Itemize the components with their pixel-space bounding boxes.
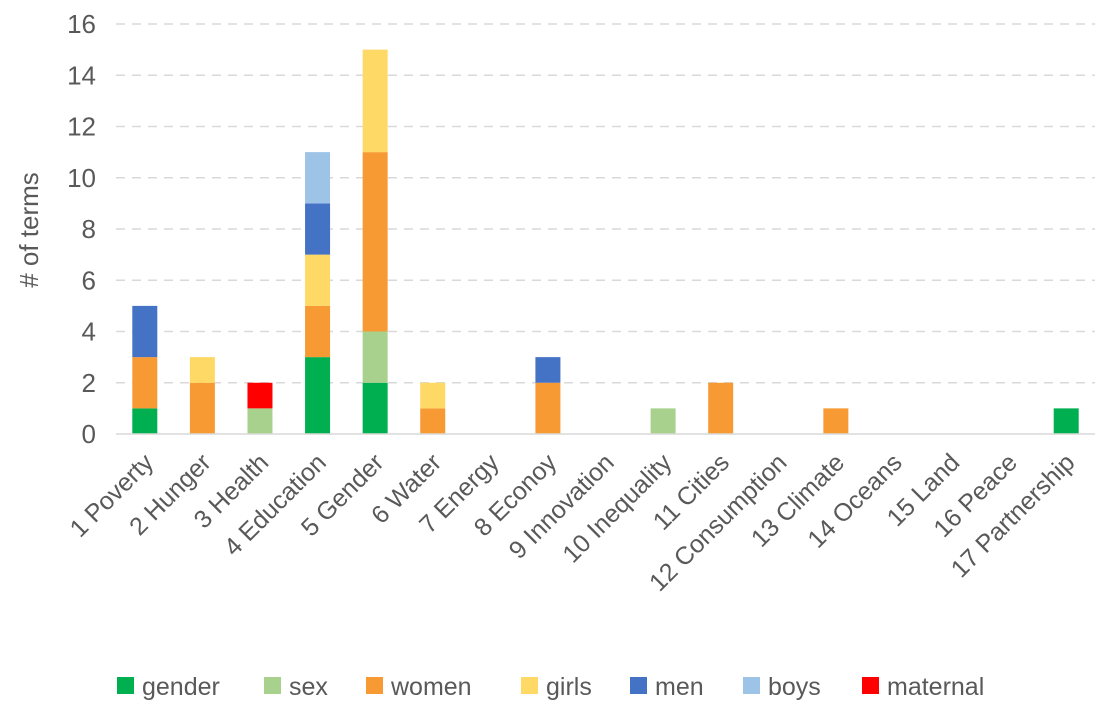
bar-segment-men (305, 203, 331, 255)
legend-swatch-girls (521, 677, 538, 694)
y-tick-label: 2 (82, 368, 96, 398)
y-tick-label: 10 (67, 163, 96, 193)
bar-segment-women (362, 152, 388, 332)
y-tick-label: 14 (67, 60, 96, 90)
bar-segment-men (535, 357, 561, 383)
legend: gender sex women girls men boys maternal (117, 673, 984, 701)
bar-segment-sex (362, 331, 388, 383)
bar-segment-gender (362, 382, 388, 434)
y-tick-label: 16 (67, 9, 96, 39)
legend-label-girls: girls (546, 673, 592, 701)
bars (132, 49, 1079, 434)
legend-swatch-men (630, 677, 647, 694)
legend-label-women: women (390, 673, 472, 701)
bar-segment-maternal (247, 382, 273, 409)
bar-segment-women (189, 382, 215, 434)
bar-segment-girls (362, 49, 388, 153)
y-tick-label: 8 (82, 214, 96, 244)
bar-segment-women (535, 382, 561, 434)
y-axis-title: # of terms (14, 172, 44, 288)
legend-label-men: men (655, 673, 704, 701)
y-tick-label: 0 (82, 419, 96, 449)
bar-segment-sex (650, 408, 676, 434)
y-tick-label: 4 (82, 317, 96, 347)
legend-swatch-women (366, 677, 383, 694)
legend-label-boys: boys (768, 673, 821, 701)
legend-label-sex: sex (289, 673, 328, 701)
legend-swatch-sex (264, 677, 281, 694)
legend-swatch-boys (743, 677, 760, 694)
bar-segment-boys (305, 152, 331, 204)
bar-segment-women (305, 305, 331, 358)
bar-segment-sex (247, 408, 273, 434)
bar-segment-women (132, 357, 158, 409)
bar-segment-gender (132, 408, 158, 434)
bar-segment-gender (1053, 408, 1079, 434)
bar-segment-women (823, 408, 849, 434)
bar-segment-girls (420, 382, 446, 409)
legend-label-maternal: maternal (887, 673, 984, 701)
bar-segment-women (708, 382, 734, 434)
gridlines (116, 23, 1095, 384)
bar-segment-gender (305, 357, 331, 434)
legend-label-gender: gender (142, 673, 220, 701)
legend-swatch-maternal (862, 677, 879, 694)
legend-swatch-gender (117, 677, 134, 694)
y-tick-label: 12 (67, 112, 96, 142)
bar-segment-women (420, 408, 446, 434)
bar-segment-girls (305, 254, 331, 306)
bar-segment-men (132, 305, 158, 358)
bar-segment-girls (189, 357, 215, 383)
y-tick-label: 6 (82, 265, 96, 295)
